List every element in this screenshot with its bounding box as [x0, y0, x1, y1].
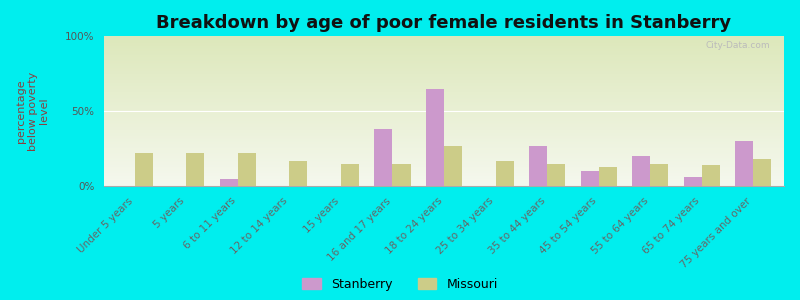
- Title: Breakdown by age of poor female residents in Stanberry: Breakdown by age of poor female resident…: [157, 14, 731, 32]
- Bar: [374, 129, 393, 186]
- Bar: [290, 160, 307, 186]
- Bar: [598, 167, 617, 186]
- Bar: [547, 164, 565, 186]
- Bar: [683, 177, 702, 186]
- Bar: [735, 141, 753, 186]
- Bar: [393, 164, 410, 186]
- Bar: [426, 88, 444, 186]
- Bar: [632, 156, 650, 186]
- Bar: [753, 159, 771, 186]
- Bar: [444, 146, 462, 186]
- Bar: [186, 153, 205, 186]
- Bar: [341, 164, 359, 186]
- Bar: [220, 178, 238, 186]
- Bar: [135, 153, 153, 186]
- Text: percentage
below poverty
level: percentage below poverty level: [16, 71, 50, 151]
- Text: City-Data.com: City-Data.com: [706, 40, 770, 50]
- Legend: Stanberry, Missouri: Stanberry, Missouri: [302, 278, 498, 291]
- Bar: [495, 160, 514, 186]
- Bar: [238, 153, 256, 186]
- Bar: [702, 165, 720, 186]
- Bar: [529, 146, 547, 186]
- Bar: [650, 164, 668, 186]
- Bar: [581, 171, 598, 186]
